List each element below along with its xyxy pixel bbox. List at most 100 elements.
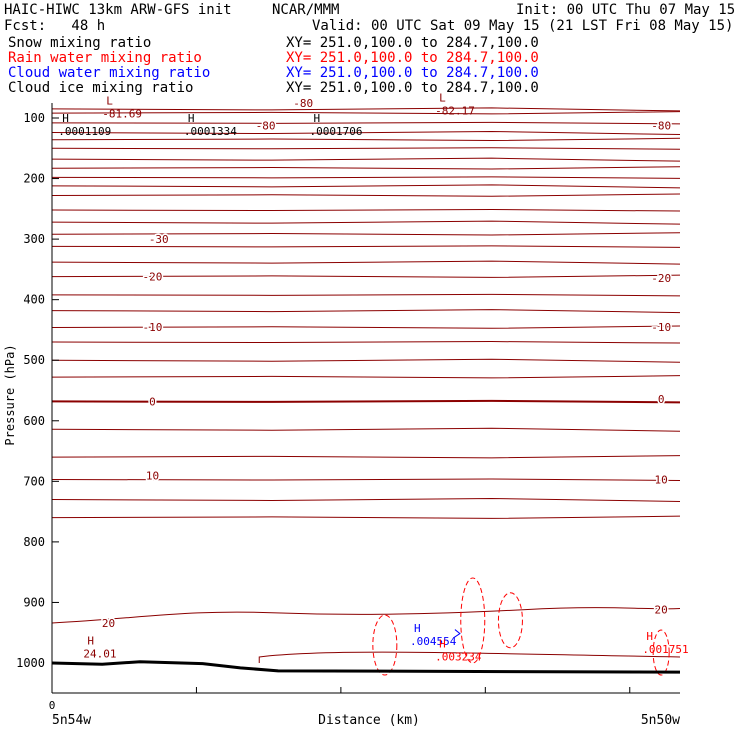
- extremum-value: -82.17: [435, 105, 475, 118]
- isotherm-lines: [51, 107, 681, 663]
- legend-cloud-water-xy: XY= 251.0,100.0 to 284.7,100.0: [286, 65, 539, 81]
- extrema-markers: L-81.69L-82.17H.0001109H.0001334H.000170…: [58, 92, 688, 664]
- isotherm-line: [51, 309, 681, 314]
- extremum-value: .0001334: [184, 125, 237, 138]
- x-axis-label: Distance (km): [318, 713, 420, 728]
- y-tick-label: 1000: [16, 656, 45, 670]
- hydrometeor-contours: [372, 577, 670, 676]
- valid-time: Valid: 00 UTC Sat 09 May 15 (21 LST Fri …: [312, 18, 734, 34]
- legend-rain-xy: XY= 251.0,100.0 to 284.7,100.0: [286, 50, 539, 66]
- legend-snow-xy: XY= 251.0,100.0 to 284.7,100.0: [286, 35, 539, 51]
- y-axis-ticks: 100 200 300 400 500 600 700 800 900 1000: [16, 111, 59, 670]
- extremum-mark: L: [106, 95, 113, 108]
- isotherm-label: -80: [651, 119, 671, 132]
- isotherm-label: -30: [149, 233, 169, 246]
- isotherm-line: [51, 111, 681, 115]
- isotherm-line: [51, 147, 681, 150]
- isotherm-20-line: [51, 607, 681, 624]
- rain-water-contour: [652, 629, 670, 676]
- y-tick-label: 100: [23, 111, 45, 125]
- legend-cloud-ice-label: Cloud ice mixing ratio: [8, 80, 194, 96]
- x-axis-ticks: [51, 687, 631, 693]
- plot-frame: [51, 103, 680, 694]
- extremum-value: .0001706: [309, 125, 362, 138]
- isotherm-line: [51, 166, 681, 170]
- isotherm-line: [51, 176, 681, 179]
- isotherm-label: -20: [651, 272, 671, 285]
- isotherm-line: [51, 274, 681, 278]
- isotherm-line: [51, 325, 681, 329]
- isotherm-line: [51, 375, 681, 379]
- x-left-label: 5n54w: [52, 713, 91, 728]
- extremum-mark: H: [62, 112, 69, 125]
- y-tick-label: 700: [23, 474, 45, 488]
- extremum-mark: H: [188, 112, 195, 125]
- isotherm-label: -80: [256, 119, 276, 132]
- isotherm-label: 0: [149, 395, 156, 408]
- terrain-profile-line: [51, 660, 681, 674]
- terrain-profile: [51, 660, 681, 674]
- isotherm-line: [51, 137, 681, 142]
- plot-title: HAIC-HIWC 13km ARW-GFS init: [4, 2, 232, 18]
- isotherm-line: [51, 515, 681, 519]
- isotherm-label: 10: [146, 469, 159, 482]
- isotherm-line: [51, 455, 681, 459]
- x-origin-label: 0: [49, 699, 56, 712]
- isotherm-line: [51, 245, 681, 248]
- org-label: NCAR/MMM: [272, 2, 340, 18]
- isotherm-line: [51, 399, 681, 404]
- isotherm-label: 0: [658, 393, 665, 406]
- isotherm-line: [51, 184, 681, 189]
- legend-snow-label: Snow mixing ratio: [8, 35, 152, 51]
- forecast-hour: Fcst: 48 h: [4, 18, 106, 34]
- isotherm-line: [51, 107, 681, 112]
- isotherm-line: [51, 293, 681, 297]
- isotherm-line: [51, 193, 681, 197]
- y-tick-label: 800: [23, 535, 45, 549]
- extremum-mark: H: [646, 630, 653, 643]
- rain-water-contour: [497, 592, 523, 649]
- isotherm-line: [51, 497, 681, 502]
- isotherm-line: [51, 358, 681, 363]
- extremum-value: .0001109: [58, 125, 111, 138]
- extremum-mark: H: [414, 622, 421, 635]
- extremum-value: .003234: [435, 651, 482, 664]
- legend-rain-label: Rain water mixing ratio: [8, 50, 202, 66]
- isotherm-line: [51, 478, 681, 482]
- isotherm-label: -10: [143, 321, 163, 334]
- y-tick-label: 600: [23, 414, 45, 428]
- rain-water-contour: [372, 614, 398, 676]
- isotherm-label: -10: [651, 321, 671, 334]
- extremum-mark: H: [87, 635, 94, 648]
- init-time: Init: 00 UTC Thu 07 May 15: [516, 2, 736, 18]
- isotherm-label: -80: [293, 97, 313, 110]
- isotherm-surface-line: [258, 651, 681, 663]
- isotherm-label: -20: [143, 271, 163, 284]
- isotherm-line: [51, 131, 681, 136]
- isotherm-line: [51, 427, 681, 432]
- legend-cloud-water-label: Cloud water mixing ratio: [8, 65, 211, 81]
- extremum-value: .004554: [410, 635, 457, 648]
- rain-water-contour: [460, 577, 486, 664]
- isotherm-label: 10: [655, 474, 668, 487]
- legend-cloud-ice-xy: XY= 251.0,100.0 to 284.7,100.0: [286, 80, 539, 96]
- y-tick-label: 400: [23, 293, 45, 307]
- isotherm-line: [51, 232, 681, 236]
- isotherm-line: [51, 260, 681, 265]
- y-axis-label: Pressure (hPa): [3, 344, 17, 445]
- y-tick-label: 900: [23, 595, 45, 609]
- isotherm-line: [51, 220, 681, 225]
- isotherm-label: 20: [102, 617, 115, 630]
- y-tick-label: 200: [23, 172, 45, 186]
- isotherm-line: [51, 121, 681, 125]
- cloud-water-contour: [453, 629, 461, 638]
- contour-labels: -80 -80 -80 -30 -20 -20 -10 -10 0 0 10 10 20 20: [100, 95, 672, 631]
- isotherm-label: 20: [655, 604, 668, 617]
- extremum-mark: H: [439, 638, 446, 651]
- extremum-mark: L: [439, 92, 446, 105]
- isotherm-line: [51, 341, 681, 344]
- y-tick-label: 500: [23, 353, 45, 367]
- extremum-value: .001751: [642, 643, 688, 656]
